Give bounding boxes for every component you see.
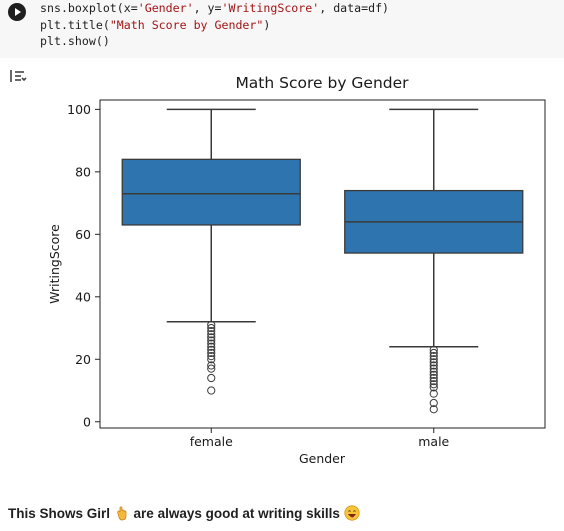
y-tick-label: 0 xyxy=(83,414,91,429)
markdown-text-part1: This Shows Girl xyxy=(8,506,111,521)
y-tick-label: 20 xyxy=(75,352,91,367)
y-axis-label: WritingScore xyxy=(47,224,62,304)
outlier-point xyxy=(207,333,216,342)
outlier-point xyxy=(429,373,438,383)
outlier-point xyxy=(207,352,216,361)
code-token: 'Gender' xyxy=(137,1,194,15)
iqr-box xyxy=(121,158,301,226)
chart-title: Math Score by Gender xyxy=(235,74,409,92)
code-token: ) xyxy=(263,17,271,32)
outlier-point xyxy=(207,327,216,336)
outlier-point xyxy=(207,339,216,348)
outlier-point xyxy=(207,320,216,330)
outlier-point xyxy=(207,348,216,358)
boxplot-chart: Math Score by Gender 0 20 40 60 80 100 female… xyxy=(47,74,546,466)
y-tick-label: 40 xyxy=(75,289,91,304)
outlier-point xyxy=(429,370,438,379)
outlier-point xyxy=(429,348,438,358)
outlier-point xyxy=(207,364,216,373)
box-female xyxy=(121,108,301,395)
outlier-point xyxy=(429,398,438,408)
outlier-point xyxy=(429,358,438,367)
code-token: "Math Score by Gender" xyxy=(109,17,264,32)
grinning-face-emoji xyxy=(344,505,360,521)
outlier-point xyxy=(429,361,438,370)
outlier-point xyxy=(429,377,438,386)
outlier-point xyxy=(207,373,216,383)
outlier-point xyxy=(207,345,216,355)
code-token: plt.show() xyxy=(40,34,110,48)
outlier-point xyxy=(429,367,438,376)
outlier-point xyxy=(207,355,216,364)
code-line: plt.show() xyxy=(40,33,389,50)
code-cell[interactable]: sns.boxplot(x='Gender', y='WritingScore'… xyxy=(0,0,564,58)
box-male xyxy=(344,108,524,414)
markdown-text: This Shows Girl are always good at writi… xyxy=(8,505,360,521)
outlier-point xyxy=(207,386,216,395)
x-axis: female male xyxy=(190,428,450,449)
outlier-point xyxy=(207,330,216,339)
x-axis-label: Gender xyxy=(299,451,346,466)
code-line: plt.title("Math Score by Gender") xyxy=(40,17,389,34)
run-cell-button[interactable] xyxy=(8,3,26,21)
box-group xyxy=(121,108,524,414)
outlier-point xyxy=(429,405,438,414)
code-token: plt.title( xyxy=(40,17,110,32)
code-editor[interactable]: sns.boxplot(x='Gender', y='WritingScore'… xyxy=(40,0,389,50)
x-tick-label: female xyxy=(190,434,233,449)
markdown-text-part2: are always good at writing skills xyxy=(133,506,340,521)
y-tick-label: 80 xyxy=(75,164,91,179)
code-line: sns.boxplot(x='Gender', y='WritingScore'… xyxy=(40,0,389,17)
plot-frame xyxy=(99,99,546,429)
code-token: sns.boxplot(x= xyxy=(40,1,138,15)
outlier-point xyxy=(429,345,438,355)
outlier-point xyxy=(207,323,216,333)
outlier-point xyxy=(429,364,438,373)
y-tick-label: 60 xyxy=(75,227,91,242)
outlier-point xyxy=(429,355,438,364)
x-tick-label: male xyxy=(418,434,449,449)
waving-hand-emoji xyxy=(117,506,127,521)
code-token: , data=df) xyxy=(319,1,390,15)
y-axis: 0 20 40 60 80 100 xyxy=(67,102,100,429)
y-tick-label: 100 xyxy=(67,102,91,117)
outlier-point xyxy=(429,380,438,389)
outlier-point xyxy=(429,383,438,392)
output-toggle-icon[interactable] xyxy=(8,66,28,86)
code-token: , y= xyxy=(193,1,222,15)
outlier-point xyxy=(207,336,216,345)
outlier-point xyxy=(429,389,438,398)
code-token: 'WritingScore' xyxy=(221,1,320,15)
outlier-point xyxy=(429,352,438,361)
outlier-point xyxy=(207,361,216,370)
outlier-point xyxy=(207,342,216,351)
